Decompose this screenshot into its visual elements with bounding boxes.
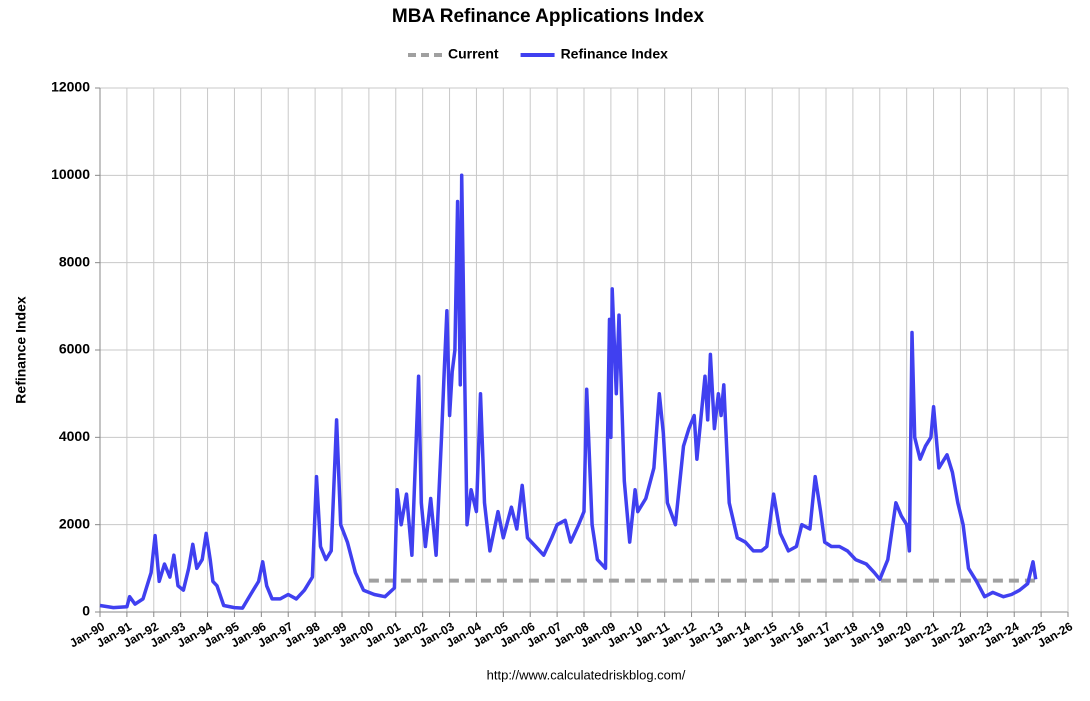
- line-series: [99, 173, 1038, 610]
- chart-title: MBA Refinance Applications Index: [392, 6, 705, 27]
- y-tick-label: 12000: [51, 79, 90, 95]
- legend-label: Current: [448, 46, 499, 62]
- y-tick-label: 6000: [59, 341, 90, 357]
- y-tick-label: 10000: [51, 166, 90, 182]
- y-tick-label: 8000: [59, 253, 90, 269]
- legend-label: Refinance Index: [561, 46, 669, 62]
- y-tick-label: 0: [82, 603, 90, 619]
- source: http://www.calculatedriskblog.com/: [487, 667, 686, 682]
- y-tick-label: 4000: [59, 428, 90, 444]
- y-axis-label: Refinance Index: [13, 296, 29, 404]
- y-tick-label: 2000: [59, 515, 90, 531]
